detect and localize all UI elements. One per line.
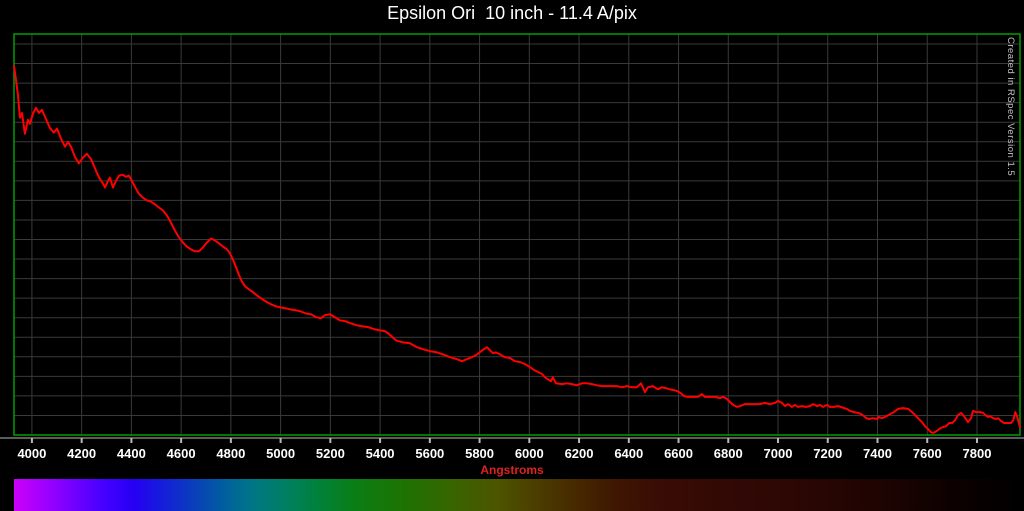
chart-title: Epsilon Ori 10 inch - 11.4 A/pix	[387, 3, 637, 23]
x-tick-label: 4600	[166, 446, 196, 461]
x-tick-label: 6000	[514, 446, 544, 461]
x-axis-label: Angstroms	[480, 463, 544, 477]
x-tick-label: 6800	[713, 446, 743, 461]
x-tick-label: 5200	[315, 446, 345, 461]
plot-border	[13, 33, 1021, 436]
x-tick-label: 4000	[17, 446, 47, 461]
spectrum-colorbar	[0, 479, 1024, 511]
x-tick-label: 6600	[664, 446, 693, 461]
watermark-text: Created in RSpec Version 1.5	[1005, 37, 1016, 177]
x-tick-label: 7200	[813, 446, 843, 461]
x-tick-label: 7800	[962, 446, 992, 461]
x-tick-label: 5600	[415, 446, 445, 461]
x-tick-label: 5400	[365, 446, 395, 461]
x-tick-label: 5000	[266, 446, 296, 461]
x-tick-label: 4800	[216, 446, 246, 461]
x-tick-label: 7000	[763, 446, 793, 461]
x-tick-label: 4200	[67, 446, 97, 461]
x-tick-label: 5800	[465, 446, 495, 461]
x-tick-label: 6400	[614, 446, 644, 461]
spectrum-line	[13, 65, 1021, 434]
x-tick-label: 6200	[564, 446, 594, 461]
x-tick-label: 4400	[116, 446, 146, 461]
x-tick-label: 7600	[912, 446, 942, 461]
x-tick-label: 7400	[863, 446, 892, 461]
spectrum-gradient	[14, 479, 1020, 511]
